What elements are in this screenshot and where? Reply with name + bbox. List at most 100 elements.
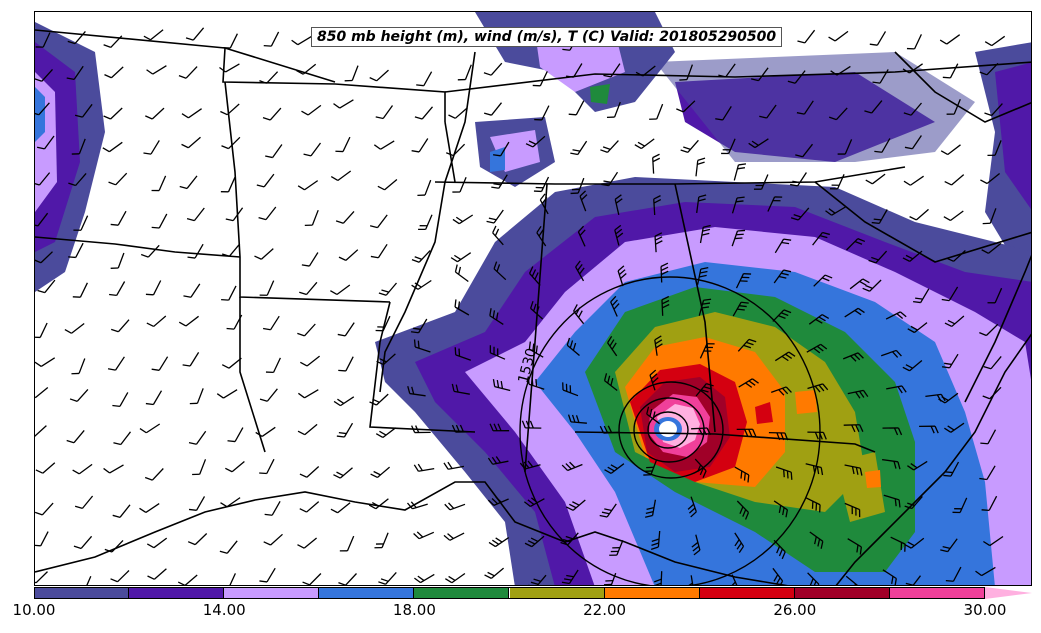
wind-barb xyxy=(737,338,757,352)
wind-barb xyxy=(377,179,398,191)
border-ky-tn xyxy=(444,61,1031,93)
wind-barb xyxy=(369,214,388,229)
wind-barb xyxy=(344,65,359,82)
wind-barb xyxy=(721,138,736,155)
wind-barb xyxy=(337,322,355,337)
wind-barb xyxy=(772,567,784,585)
wind-barb xyxy=(603,63,621,78)
wind-barb xyxy=(446,143,466,157)
wind-barb xyxy=(775,466,793,480)
wind-barb xyxy=(528,574,547,585)
wind-barb xyxy=(529,266,541,286)
wind-barb xyxy=(35,425,47,437)
border-fl-peninsula xyxy=(835,333,1031,585)
wind-barb xyxy=(108,172,128,186)
shade-north-patches-lav xyxy=(535,32,625,92)
wind-barb xyxy=(828,30,849,42)
wind-barb xyxy=(907,460,928,471)
border-ks-mo xyxy=(222,47,446,122)
wind-barb xyxy=(484,567,505,579)
wind-barb xyxy=(72,463,93,475)
wind-barb xyxy=(609,540,624,556)
wind-barb xyxy=(902,360,923,372)
wind-barb xyxy=(774,351,796,362)
wind-barb xyxy=(787,70,806,84)
wind-barb xyxy=(339,535,355,552)
wind-barb xyxy=(225,461,245,473)
wind-barb xyxy=(649,103,664,120)
wind-barb xyxy=(330,170,352,182)
wind-barb xyxy=(483,102,503,116)
wind-barb xyxy=(450,252,472,263)
wind-barb xyxy=(338,249,359,261)
wind-barb xyxy=(182,352,200,367)
wind-barb xyxy=(807,431,827,440)
wind-barb xyxy=(952,497,968,514)
wind-barb xyxy=(699,224,711,244)
wind-barb xyxy=(186,207,205,222)
wind-barb xyxy=(774,238,792,254)
wind-barb xyxy=(748,138,769,149)
wind-barb xyxy=(981,495,998,512)
wind-barb xyxy=(406,501,428,510)
wind-barb xyxy=(407,386,426,397)
wind-barb xyxy=(610,295,620,317)
wind-barb xyxy=(982,208,997,225)
wind-barb xyxy=(263,315,280,331)
wind-barb xyxy=(843,424,864,433)
wind-barb xyxy=(734,466,750,483)
wind-barb xyxy=(536,225,547,247)
wind-barb xyxy=(731,229,746,247)
wind-barb xyxy=(565,63,583,78)
wind-barb xyxy=(112,504,131,518)
wind-barb xyxy=(759,104,777,119)
temperature-shading xyxy=(35,12,1031,585)
wind-barb xyxy=(565,499,586,511)
wind-barb xyxy=(457,64,472,81)
wind-barb xyxy=(144,468,164,481)
map-canvas: 1530 xyxy=(35,12,1031,585)
wind-barb xyxy=(411,138,429,153)
wind-barb xyxy=(370,243,388,259)
wind-barb xyxy=(695,383,714,397)
wind-barb xyxy=(871,209,888,225)
wind-barb xyxy=(104,539,124,553)
wind-barb xyxy=(35,251,53,264)
wind-barb xyxy=(573,304,585,325)
wind-barb xyxy=(219,63,240,73)
wind-barb xyxy=(943,461,960,477)
wind-barb xyxy=(943,210,964,222)
wind-barb xyxy=(650,530,661,550)
wind-barb xyxy=(527,376,545,390)
border-ne-coast xyxy=(894,51,1031,123)
colorbar-tick-label: 10.00 xyxy=(12,601,56,619)
wind-barb xyxy=(335,136,351,153)
shade-north-green xyxy=(590,84,610,104)
wind-barb xyxy=(987,140,1002,157)
shade-west-band-blue xyxy=(35,87,45,142)
wind-barb xyxy=(454,264,469,283)
wind-barb xyxy=(68,172,87,187)
wind-barb xyxy=(187,243,204,259)
map-panel: 1530 850 mb height (m), wind (m/s), T (C… xyxy=(34,11,1032,586)
wind-barb xyxy=(944,174,965,186)
wind-barb xyxy=(416,71,433,87)
wind-barb xyxy=(809,531,824,549)
wind-barb xyxy=(844,464,863,476)
wind-barb xyxy=(885,311,907,320)
wind-barb xyxy=(864,100,883,114)
wind-barb xyxy=(561,569,579,585)
wind-barb xyxy=(907,322,928,334)
border-gulf-coast xyxy=(35,481,788,585)
wind-barb xyxy=(291,35,312,46)
wind-barb xyxy=(905,575,922,585)
wind-barb xyxy=(103,464,124,474)
wind-barb xyxy=(299,501,320,513)
wind-barb xyxy=(652,153,661,174)
wind-barb xyxy=(830,65,851,76)
wind-barb xyxy=(413,531,435,540)
wind-barb xyxy=(35,68,53,82)
wind-barb xyxy=(685,575,695,585)
wind-barb xyxy=(375,315,391,332)
wind-barb xyxy=(980,429,997,445)
